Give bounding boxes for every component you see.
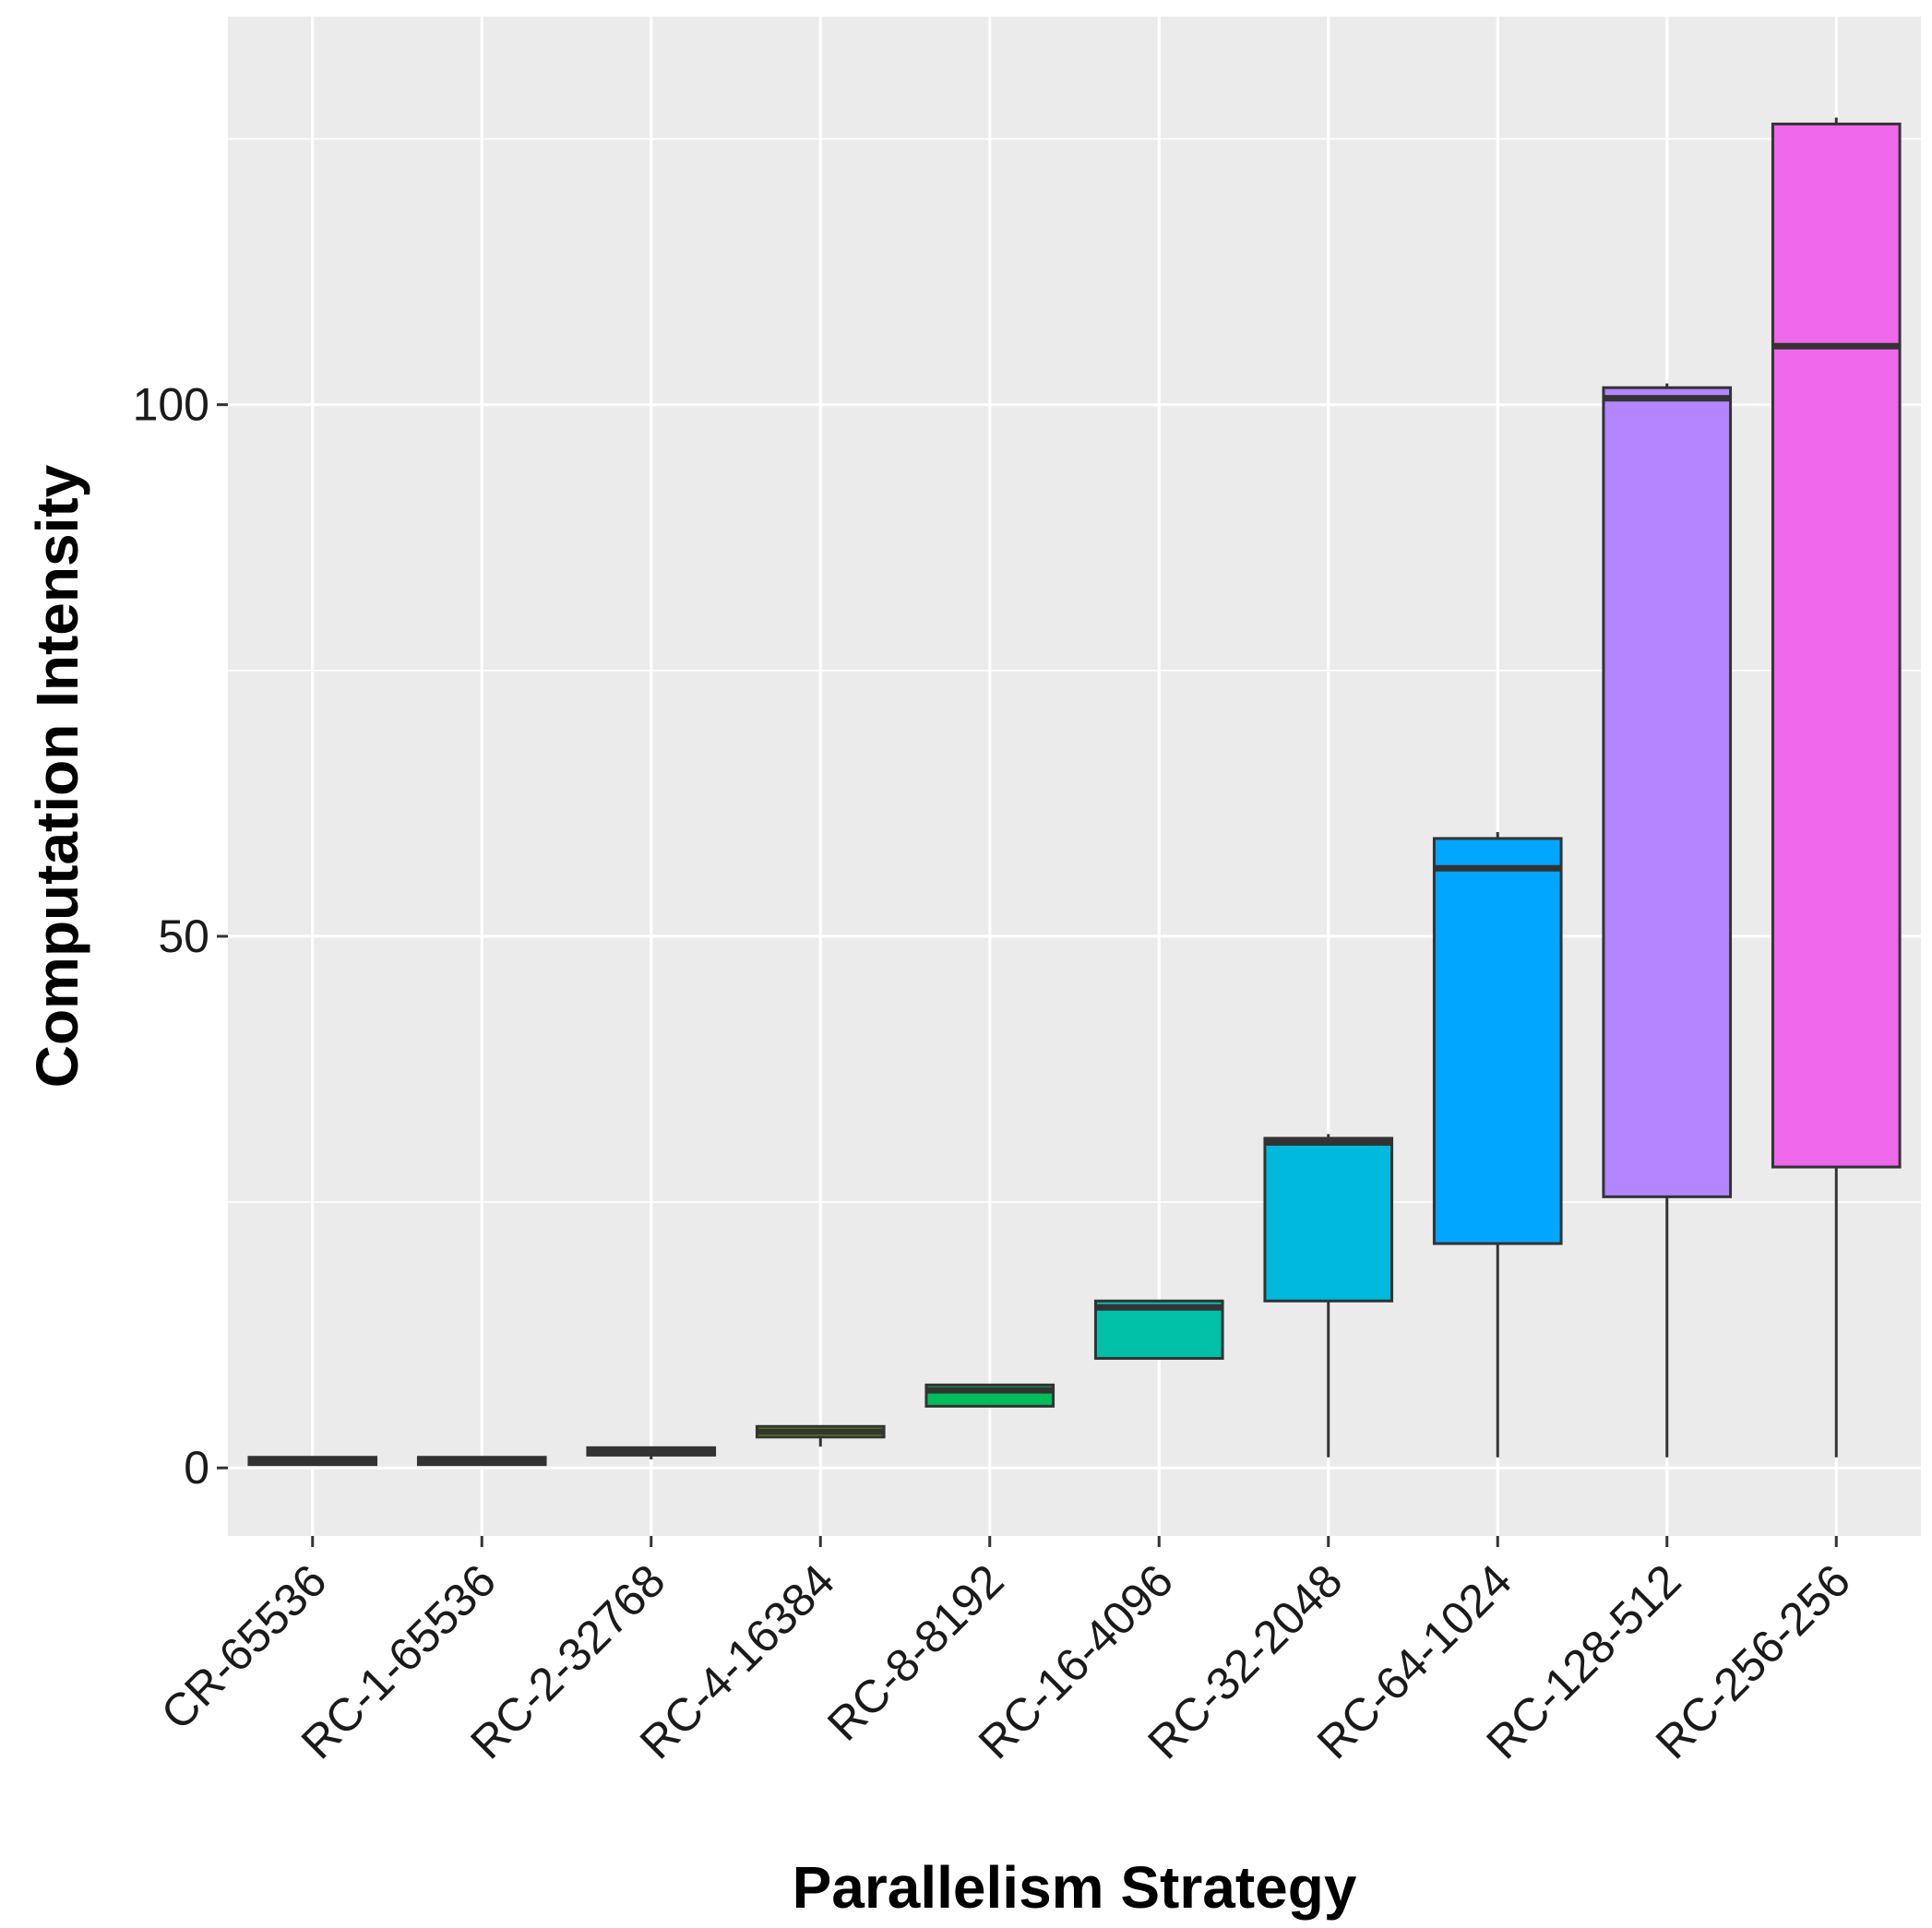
box-rc-8-8192 <box>924 1383 1055 1408</box>
box-rc-16-4096 <box>1093 1299 1224 1361</box>
y-tick-label: 100 <box>133 379 209 431</box>
box-body <box>1432 837 1563 1245</box>
box-body <box>1263 1137 1394 1303</box>
y-axis-title: Computation Intensity <box>24 464 90 1088</box>
box-rc-2-32768 <box>586 1446 717 1460</box>
y-tick-label: 50 <box>158 910 209 962</box>
x-tick-label: CR-65536 <box>151 1554 337 1740</box>
box-body <box>1771 122 1902 1169</box>
box-body <box>1602 386 1733 1198</box>
box-rc-256-256 <box>1771 117 1902 1458</box>
box-rc-1-65536 <box>416 1456 547 1467</box>
y-axis: 0 50 100 <box>133 379 228 1494</box>
box-rc-64-1024 <box>1432 832 1563 1458</box>
box-rc-4-16384 <box>755 1424 886 1447</box>
box-rc-32-2048 <box>1263 1134 1394 1458</box>
x-axis-title: Parallelism Strategy <box>793 1854 1357 1921</box>
y-tick-label: 0 <box>184 1442 209 1494</box>
box-rc-128-512 <box>1602 383 1733 1458</box>
x-axis: CR-65536RC-1-65536RC-2-32768RC-4-16384RC… <box>151 1536 1860 1768</box>
box-cr-65536 <box>247 1456 378 1467</box>
box-series <box>247 117 1902 1467</box>
